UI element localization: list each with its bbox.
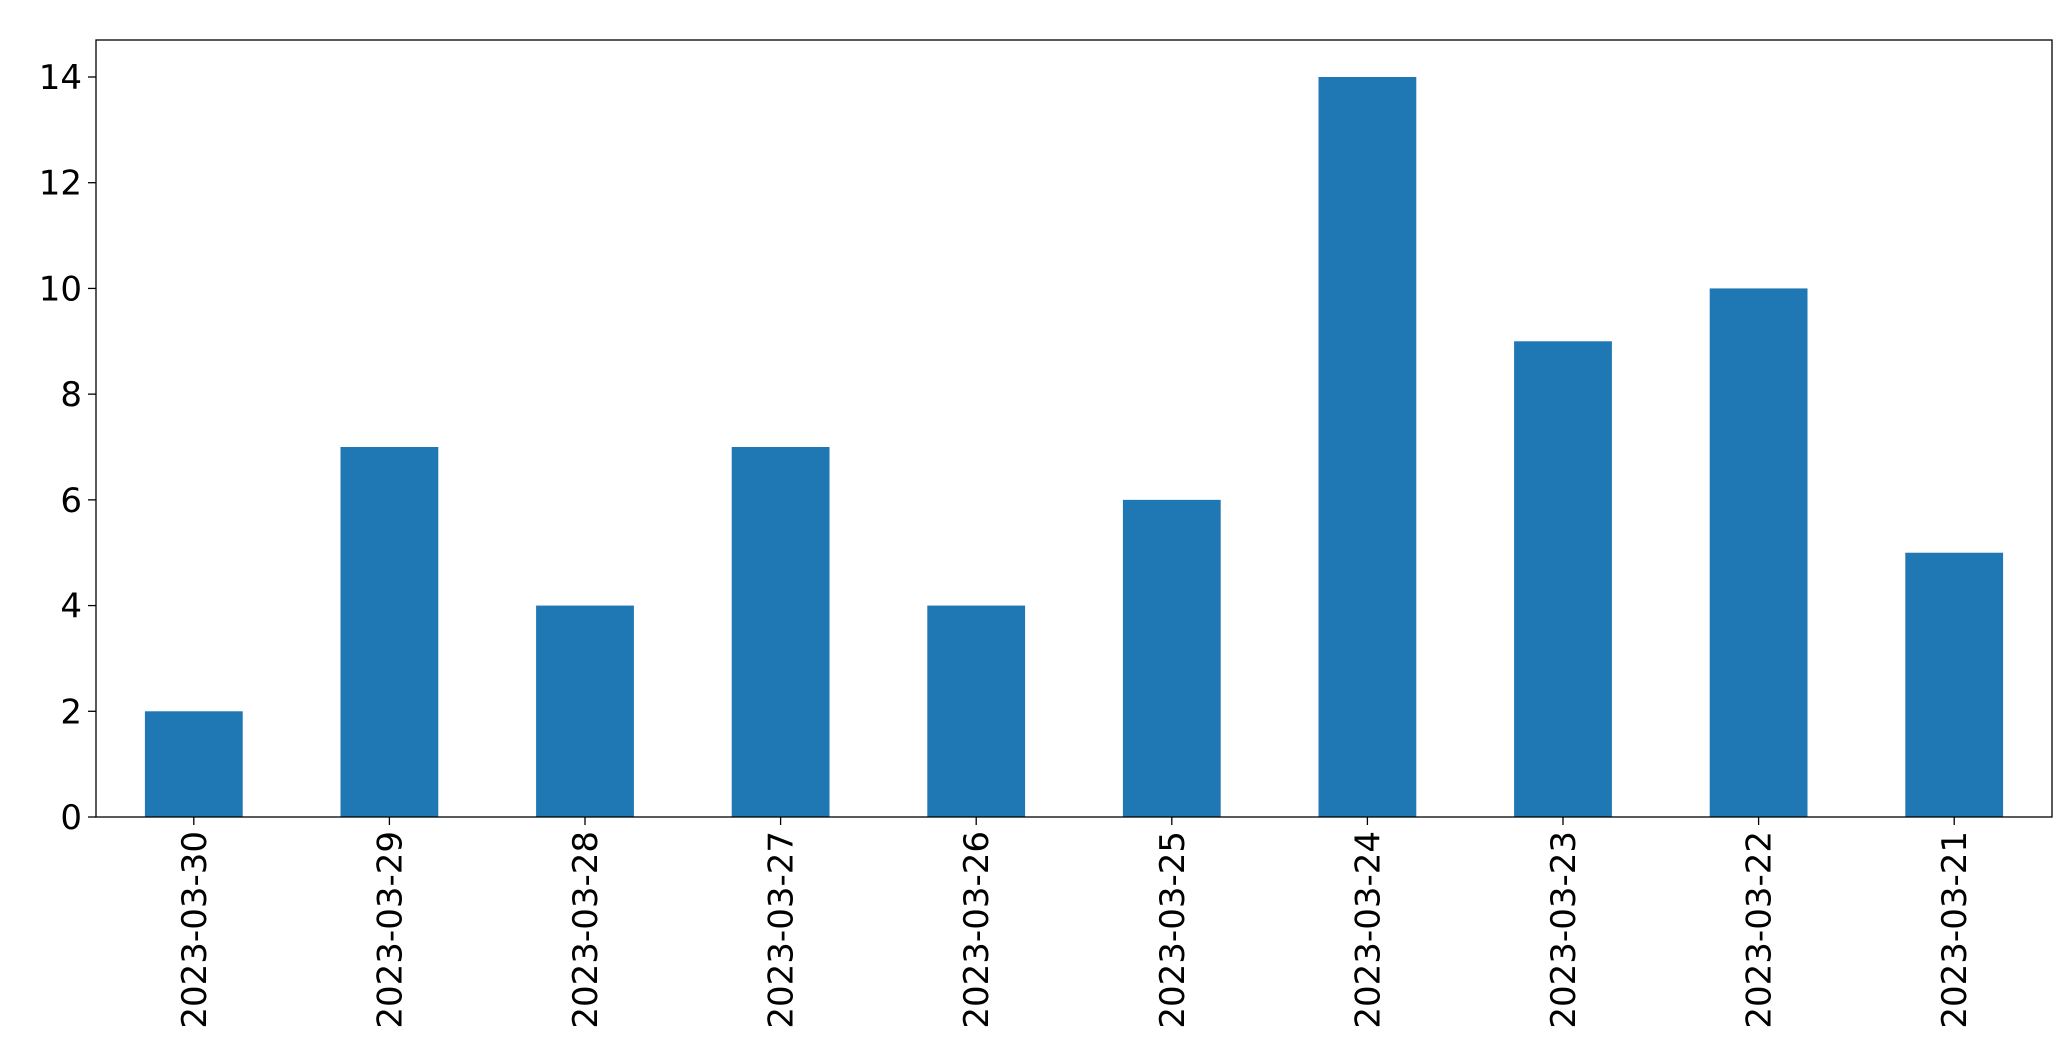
bar (927, 605, 1026, 817)
y-tick-label: 2 (60, 692, 82, 732)
x-tick-label: 2023-03-28 (566, 831, 606, 1029)
bar (1709, 288, 1808, 817)
x-tick-label: 2023-03-23 (1544, 831, 1584, 1029)
y-tick-label: 4 (60, 587, 82, 627)
x-tick-label: 2023-03-25 (1153, 831, 1193, 1029)
x-tick-label: 2023-03-30 (175, 831, 215, 1029)
y-tick-label: 8 (60, 375, 82, 415)
plot-area: 0 2 4 6 8 10 12 14 2023-03-30 2023-03-29 2023-03-2… (39, 58, 2004, 1029)
y-tick-label: 6 (60, 481, 82, 521)
x-tick-label: 2023-03-24 (1348, 831, 1388, 1029)
x-tick-label: 2023-03-26 (957, 831, 997, 1029)
y-tick-label: 12 (39, 164, 82, 204)
bar (1514, 341, 1612, 817)
x-tick-label: 2023-03-27 (762, 831, 802, 1029)
bar (536, 605, 634, 817)
bar (1122, 499, 1221, 817)
bar (340, 447, 439, 817)
y-tick-label: 0 (60, 798, 82, 838)
axes-frame (95, 39, 2053, 818)
bar (144, 711, 243, 817)
x-tick-label: 2023-03-21 (1935, 831, 1975, 1029)
bar (1318, 77, 1417, 817)
bar (1905, 552, 2004, 817)
y-tick-label: 14 (39, 58, 82, 98)
x-tick-label: 2023-03-29 (370, 831, 410, 1029)
x-tick-label: 2023-03-22 (1740, 831, 1780, 1029)
y-tick-label: 10 (39, 269, 82, 309)
bar (731, 447, 830, 817)
